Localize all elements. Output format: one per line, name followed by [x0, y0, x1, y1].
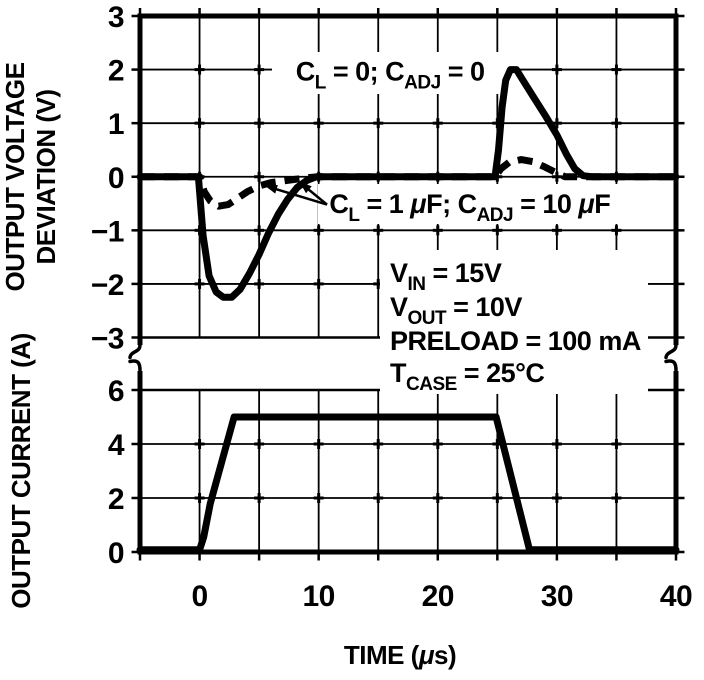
condition-line: PRELOAD = 100 mA [390, 326, 641, 356]
x-axis-labels: 0 10 20 30 40 TIME (μs) [191, 580, 692, 670]
time-tick-label: 30 [541, 580, 573, 613]
dashed-curve-label: CL = 1 μF; CADJ = 10 μF [329, 189, 610, 226]
time-tick-label: 40 [660, 580, 692, 613]
x-axis-title: TIME (μs) [344, 640, 456, 670]
current-series [136, 413, 680, 554]
condition-line: TCASE = 25°C [390, 358, 544, 395]
time-tick-label: 10 [302, 580, 334, 613]
voltage-tick-label: 1 [108, 108, 124, 141]
svg-text:OUTPUT VOLTAGEDEVIATION (V): OUTPUT VOLTAGEDEVIATION (V) [0, 62, 61, 291]
voltage-tick-label: 3 [108, 1, 124, 34]
load-current-curve [136, 413, 680, 554]
voltage-curve-with-caps [140, 156, 676, 210]
annotation-arrowhead [299, 182, 312, 194]
label-background-patches [272, 52, 654, 394]
current-tick-label: 2 [108, 483, 124, 516]
voltage-tick-label: −2 [91, 269, 124, 302]
current-tick-label: 0 [108, 537, 124, 570]
condition-line: VIN = 15V [390, 258, 502, 295]
current-tick-label: 4 [108, 429, 125, 462]
time-tick-label: 0 [191, 580, 207, 613]
voltage-tick-label: 2 [108, 55, 124, 88]
voltage-axis-title: OUTPUT VOLTAGEDEVIATION (V) [0, 62, 61, 291]
voltage-tick-label: 0 [108, 162, 124, 195]
voltage-tick-label: −3 [91, 323, 124, 356]
curve-annotations: CL = 0; CADJ = 0 CL = 1 μF; CADJ = 10 μF [265, 56, 611, 226]
voltage-tick-label: −1 [91, 215, 124, 248]
condition-line: VOUT = 10V [390, 292, 522, 329]
tick-marks [131, 8, 685, 561]
y-axis-labels: 3 2 1 0 −1 −2 −3 6 4 2 0 [91, 1, 126, 570]
time-tick-label: 20 [422, 580, 454, 613]
annotation-arrowhead [265, 185, 278, 194]
solid-curve-label: CL = 0; CADJ = 0 [296, 56, 485, 93]
voltage-series [136, 66, 680, 301]
current-tick-label: 6 [108, 375, 124, 408]
svg-text:OUTPUT CURRENT (A): OUTPUT CURRENT (A) [6, 333, 36, 609]
y-axis-titles: OUTPUT VOLTAGEDEVIATION (V) OUTPUT CURREN… [0, 62, 61, 608]
current-axis-title: OUTPUT CURRENT (A) [6, 333, 36, 609]
